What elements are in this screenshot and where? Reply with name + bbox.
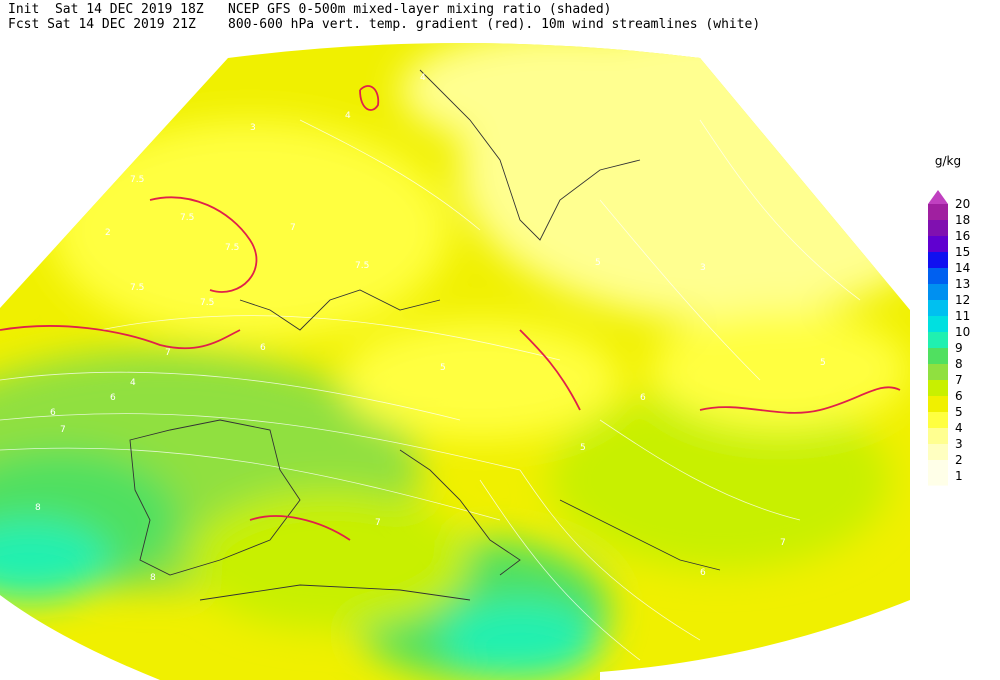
colorbar-label: 3 — [955, 437, 963, 451]
colorbar-swatch — [928, 412, 948, 428]
colorbar-swatch — [928, 252, 948, 268]
init-label: Init Sat 14 DEC 2019 18Z — [8, 2, 204, 17]
contour-label: 7 — [780, 538, 786, 548]
colorbar-arrow — [928, 190, 948, 204]
colorbar-swatch — [928, 316, 948, 332]
legend-unit: g/kg — [935, 154, 961, 168]
contour-label: 4 — [420, 73, 426, 83]
colorbar-swatch — [928, 348, 948, 364]
contour-label: 7.5 — [130, 175, 144, 185]
contour-label: 5 — [595, 258, 601, 268]
contour-label: 4 — [345, 111, 351, 121]
contour-label: 7.5 — [180, 213, 194, 223]
colorbar-label: 15 — [955, 245, 970, 259]
colorbar-label: 7 — [955, 373, 963, 387]
contour-label: 5 — [820, 358, 826, 368]
colorbar-swatch — [928, 284, 948, 300]
colorbar-swatch — [928, 364, 948, 380]
contour-label: 8 — [150, 573, 156, 583]
contour-label: 3 — [700, 263, 706, 273]
colorbar-swatch — [928, 460, 948, 476]
colorbar-label: 14 — [955, 261, 970, 275]
contour-label: 5 — [440, 363, 446, 373]
colorbar-swatch — [928, 268, 948, 284]
contour-label: 2 — [105, 228, 111, 238]
colorbar-swatch — [928, 204, 948, 220]
contour-label: 8 — [35, 503, 41, 513]
colorbar-swatch — [928, 444, 948, 460]
colorbar-label: 18 — [955, 213, 970, 227]
contour-label: 5 — [580, 443, 586, 453]
colorbar-swatch — [928, 332, 948, 348]
contour-label: 7.5 — [200, 298, 214, 308]
colorbar-swatch — [928, 300, 948, 316]
colorbar-label: 12 — [955, 293, 970, 307]
colorbar: 20 18 16 15 14 13 12 11 10 9 8 7 6 5 4 3 2 1 — [928, 190, 970, 486]
colorbar-swatch — [928, 396, 948, 412]
contour-label: 7 — [375, 518, 381, 528]
colorbar-label: 9 — [955, 341, 963, 355]
contour-label: 6 — [700, 568, 706, 578]
colorbar-swatch — [928, 380, 948, 396]
contour-label: 7 — [290, 223, 296, 233]
contour-label: 7.5 — [130, 283, 144, 293]
title-line: 800-600 hPa vert. temp. gradient (red). … — [228, 17, 761, 32]
colorbar-label: 8 — [955, 357, 963, 371]
contour-label: 7.5 — [225, 243, 239, 253]
colorbar-label: 10 — [955, 325, 970, 339]
title-line: NCEP GFS 0-500m mixed-layer mixing ratio… — [228, 2, 612, 17]
contour-label: 6 — [110, 393, 116, 403]
contour-label: 7.5 — [355, 261, 369, 271]
contour-label: 6 — [640, 393, 646, 403]
colorbar-label: 11 — [955, 309, 970, 323]
contour-label: 7 — [60, 425, 66, 435]
contour-label: 6 — [260, 343, 266, 353]
colorbar-swatch — [928, 220, 948, 236]
colorbar-swatch — [928, 428, 948, 444]
contour-label: 6 — [50, 408, 56, 418]
colorbar-label: 1 — [955, 469, 963, 483]
contour-label: 4 — [130, 378, 136, 388]
colorbar-label: 6 — [955, 389, 963, 403]
colorbar-swatch — [928, 476, 948, 486]
colorbar-swatch — [928, 236, 948, 252]
contour-label: 7 — [165, 348, 171, 358]
contour-label: 3 — [250, 123, 256, 133]
colorbar-label: 13 — [955, 277, 970, 291]
colorbar-label: 4 — [955, 421, 963, 435]
colorbar-label: 5 — [955, 405, 963, 419]
colorbar-label: 16 — [955, 229, 970, 243]
fcst-label: Fcst Sat 14 DEC 2019 21Z — [8, 17, 196, 32]
colorbar-label: 2 — [955, 453, 963, 467]
colorbar-label: 20 — [955, 197, 970, 211]
